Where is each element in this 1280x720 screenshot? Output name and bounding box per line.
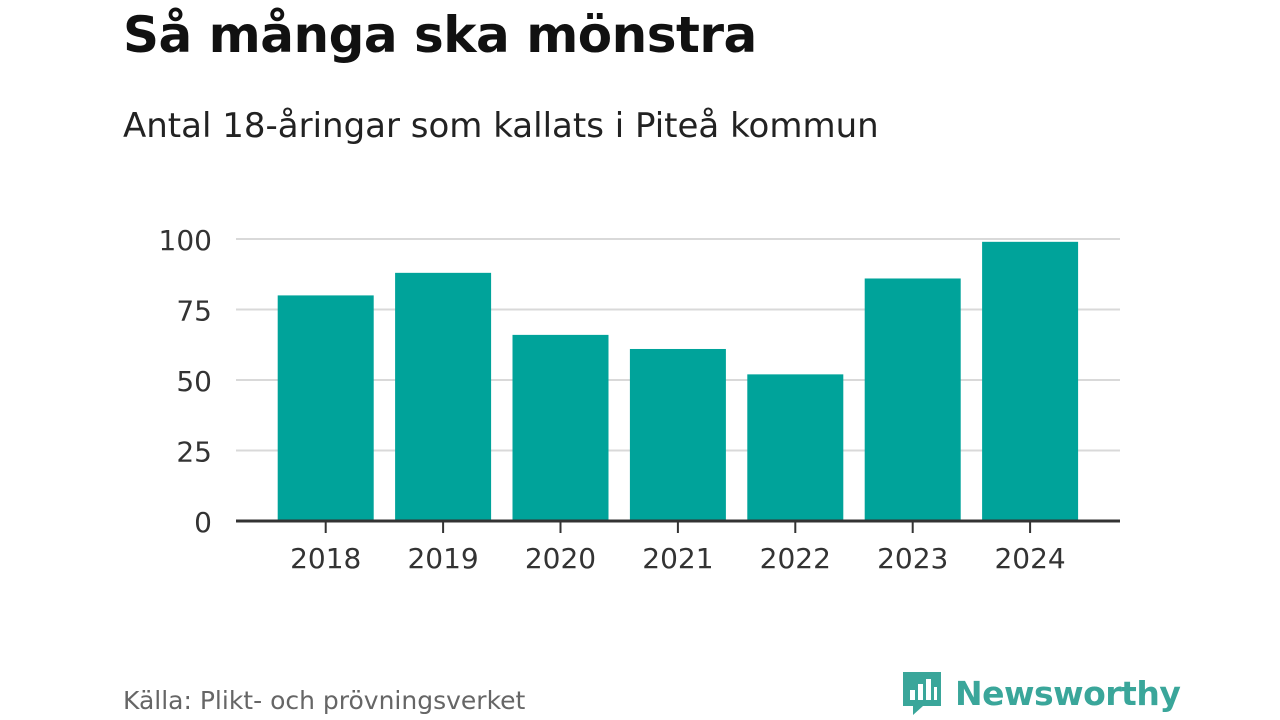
chart-title: Så många ska mönstra	[123, 6, 757, 64]
tick-labels: 0 25 50 75 100 2018 2019 2020 2021 2022 2023 2024	[159, 224, 1066, 575]
brand: Newsworthy	[901, 670, 1181, 716]
brand-name: Newsworthy	[955, 673, 1181, 713]
x-tick-label: 2024	[994, 542, 1065, 575]
y-tick-label: 50	[176, 365, 212, 398]
bar-2020	[512, 334, 609, 521]
chart-subtitle: Antal 18-åringar som kallats i Piteå kom…	[123, 106, 879, 146]
bar-2018	[277, 295, 374, 521]
y-tick-label: 0	[194, 506, 212, 539]
bar-2024	[982, 241, 1079, 521]
bar-2019	[395, 272, 492, 521]
y-tick-label: 100	[159, 224, 212, 257]
x-tick-label: 2021	[642, 542, 713, 575]
x-tick-label: 2022	[760, 542, 831, 575]
y-tick-label: 25	[176, 436, 212, 469]
bars	[277, 241, 1079, 521]
x-tick-label: 2023	[877, 542, 948, 575]
newsworthy-logo-icon	[903, 672, 941, 715]
source-note: Källa: Plikt- och prövningsverket	[123, 686, 526, 715]
bar-2021	[629, 348, 726, 521]
axes	[236, 519, 1120, 533]
bar-2023	[864, 278, 961, 521]
x-tick-label: 2020	[525, 542, 596, 575]
bar-chart: 0 25 50 75 100 2018 2019 2020 2021 2022 2023 2024	[159, 224, 1120, 575]
x-tick-label: 2018	[290, 542, 361, 575]
x-tick-label: 2019	[407, 542, 478, 575]
y-tick-label: 75	[176, 295, 212, 328]
bar-2022	[747, 374, 844, 521]
